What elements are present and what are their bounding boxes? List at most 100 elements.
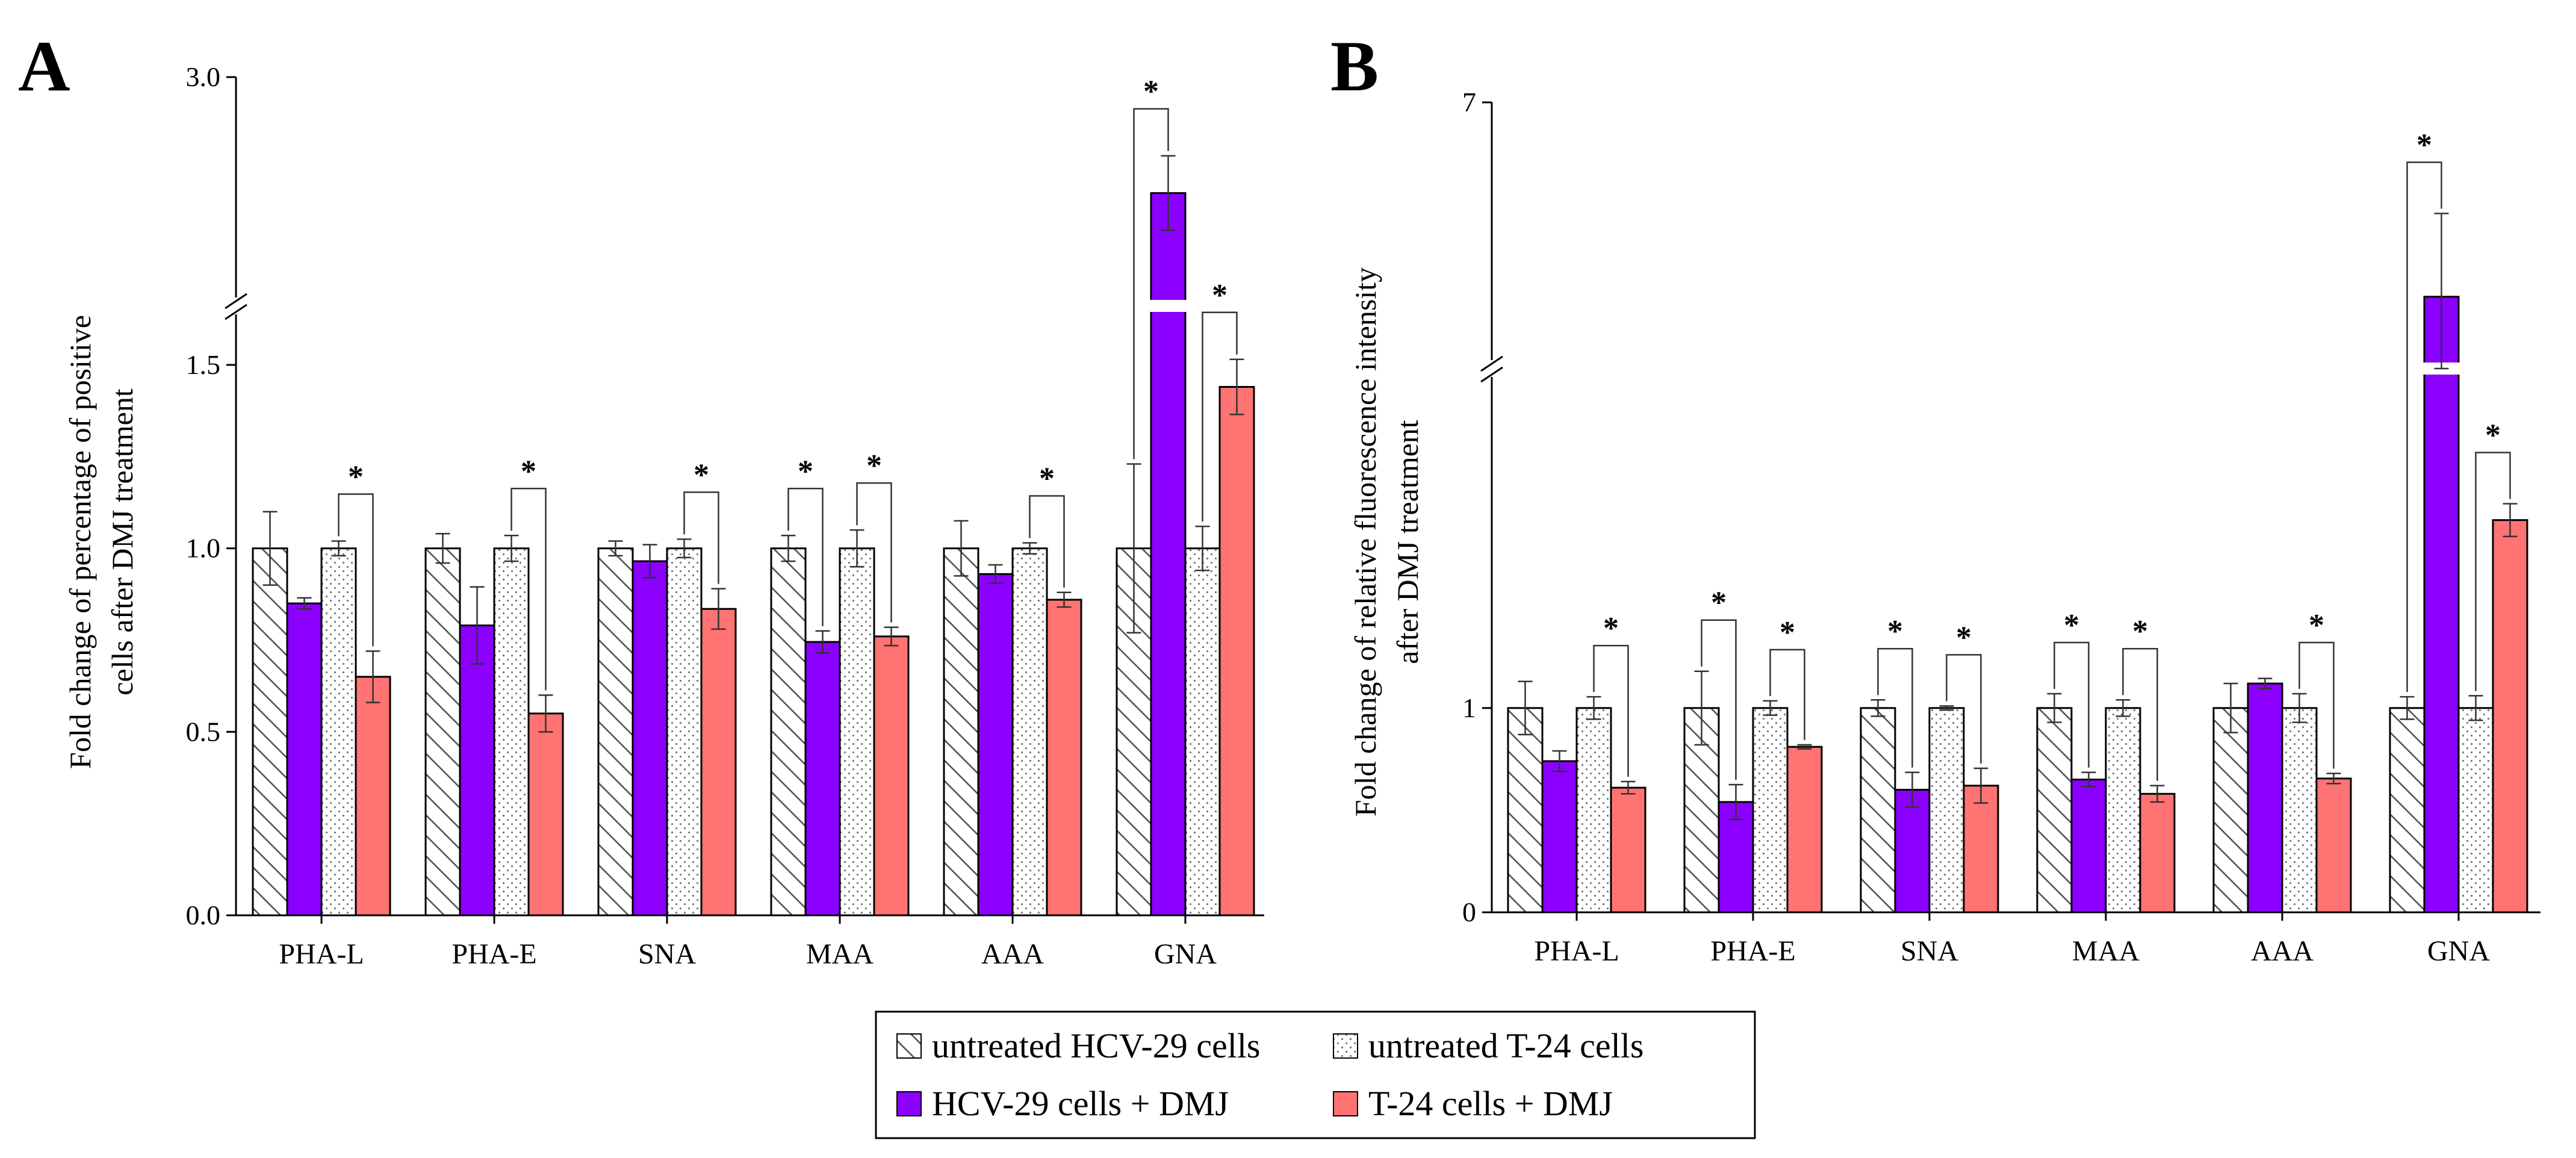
panel-a-category-label: MAA: [806, 938, 874, 970]
panel-b-significance-star: *: [1887, 614, 1903, 649]
panel-a-y-axis-break-mark: [225, 293, 247, 310]
panel-b-bar-untreated-t24-pha-l: [1575, 707, 1612, 914]
panel-b-plot: PHA-L * PHA-E * * SNA * * MAA * * AAA * GNA * * 0 1 7: [1462, 87, 2540, 967]
legend-swatch-untreated-hcv: [896, 1033, 922, 1059]
panel-a-y-tick-label: 0.5: [186, 716, 221, 747]
panel-b-category-label: MAA: [2072, 935, 2140, 967]
panel-b-bar-untreated-hcv-pha-l: [1507, 707, 1544, 914]
panel-a-significance-star: *: [521, 454, 536, 488]
panel-a-category-label: GNA: [1154, 938, 1217, 970]
panel-b-significance-star: *: [2309, 608, 2324, 643]
panel-a-y-axis-break-mark: [225, 304, 247, 320]
panel-b-significance-bracket: [2053, 641, 2090, 768]
panel-a-significance-bracket: [856, 482, 892, 623]
panel-a-significance-bracket: [683, 491, 719, 584]
panel-a-significance-star: *: [866, 449, 882, 483]
panel-b-y-axis-break-mark: [1480, 355, 1503, 372]
panel-b-category-label: SNA: [1901, 935, 1958, 967]
legend-label-hcv-dmj: HCV-29 cells + DMJ: [932, 1084, 1229, 1123]
panel-a-y-tick-label: 1.0: [186, 533, 221, 564]
panel-b-y-axis-break-mark: [1480, 366, 1503, 383]
panel-b-bar-untreated-hcv-gna: [2389, 707, 2425, 914]
panel-a-ylabel-line1: Fold change of percentage of positive: [63, 315, 97, 769]
panel-b-category-label: AAA: [2251, 935, 2314, 967]
panel-a-y-tick-label: 3.0: [186, 61, 221, 92]
panel-b-significance-star: *: [1603, 611, 1619, 646]
panel-a-bar-untreated-t24-sna: [666, 547, 703, 917]
panel-a-significance-bracket: [1133, 108, 1169, 459]
panel-b-significance-star: *: [2064, 608, 2079, 643]
panel-a-category-label: PHA-L: [279, 938, 364, 970]
panel-a: A Fold change of percentage of positive …: [18, 26, 1264, 970]
panel-a-ylabel-line2: cells after DMJ treatment: [105, 388, 139, 696]
panel-b-bar-hcv-dmj-maa: [2070, 779, 2107, 914]
panel-b-significance-bracket: [1946, 654, 1982, 764]
panel-b-significance-star: *: [1780, 615, 1795, 650]
panel-b-significance-bracket: [2475, 452, 2511, 691]
panel-a-bar-untreated-hcv-pha-l: [252, 547, 288, 917]
panel-a-category-label: PHA-E: [452, 938, 536, 970]
panel-b-significance-bracket: [2298, 641, 2335, 769]
panel-b-y-tick-label: 1: [1462, 693, 1476, 723]
panel-a-bar-untreated-hcv-pha-e: [424, 547, 461, 917]
panel-b-bar-t24-dmj-pha-e: [1786, 746, 1823, 914]
panel-b-bar-t24-dmj-pha-l: [1610, 786, 1646, 914]
panel-a-bar-untreated-hcv-aaa: [943, 547, 979, 917]
panel-a-significance-star: *: [1212, 278, 1227, 313]
panel-a-bar-t24-dmj-sna: [700, 608, 737, 917]
panel-b-ylabel-line2: after DMJ treatment: [1391, 420, 1424, 664]
panel-b-y-tick-label: 7: [1462, 87, 1476, 117]
panel-a-label: A: [18, 26, 70, 106]
panel-a-bar-t24-dmj-gna: [1218, 386, 1255, 917]
panel-a-bar-untreated-t24-pha-e: [493, 547, 530, 917]
panel-b-significance-bracket: [1877, 647, 1913, 768]
legend-label-untreated-t24: untreated T-24 cells: [1368, 1026, 1643, 1065]
panel-a-bar-hcv-dmj-maa: [804, 641, 841, 917]
panel-a-bar-hcv-dmj-pha-l: [286, 602, 323, 917]
panel-a-bar-untreated-t24-maa: [839, 547, 875, 917]
panel-a-significance-bracket: [511, 488, 547, 691]
panel-b-bar-untreated-hcv-maa: [2036, 707, 2073, 914]
legend-swatch-t24-dmj: [1333, 1091, 1358, 1116]
panel-a-bar-break-hcv-dmj-gna: [1149, 300, 1188, 312]
panel-b-ylabel-line1: Fold change of relative fluorescence int…: [1349, 267, 1382, 817]
panel-a-bar-t24-dmj-pha-l: [355, 676, 391, 917]
panel-b-bar-untreated-t24-aaa: [2281, 707, 2318, 914]
panel-a-bar-untreated-t24-pha-l: [320, 547, 357, 917]
panel-a-bar-hcv-dmj-pha-e: [459, 624, 495, 917]
panel-b-label: B: [1330, 26, 1379, 106]
panel-b-significance-bracket: [2406, 161, 2442, 693]
panel-a-category-label: AAA: [981, 938, 1044, 970]
panel-b-bar-untreated-t24-pha-e: [1752, 707, 1789, 914]
panel-a-bar-untreated-t24-aaa: [1011, 547, 1048, 917]
panel-a-bar-untreated-t24-gna: [1184, 547, 1221, 917]
panel-b-category-label: GNA: [2427, 935, 2490, 967]
legend-label-untreated-hcv: untreated HCV-29 cells: [932, 1026, 1261, 1065]
legend-swatch-untreated-t24: [1333, 1033, 1358, 1059]
panel-a-y-tick-label: 0.0: [186, 900, 221, 930]
panel-a-significance-star: *: [694, 458, 709, 492]
panel-b-bar-hcv-dmj-pha-l: [1541, 760, 1578, 914]
panel-b-bar-t24-dmj-maa: [2139, 792, 2176, 914]
panel-a-category-label: SNA: [638, 938, 696, 970]
panel-a-bar-hcv-dmj-sna: [632, 560, 668, 917]
panel-b-bar-untreated-t24-gna: [2457, 707, 2494, 914]
panel-a-significance-bracket: [1029, 495, 1065, 588]
panel-a-bar-t24-dmj-aaa: [1046, 599, 1082, 917]
panel-a-bar-t24-dmj-maa: [873, 635, 910, 917]
panel-b-significance-star: *: [2416, 128, 2432, 162]
panel-b-bar-t24-dmj-aaa: [2315, 777, 2352, 914]
panel-b-significance-bracket: [1769, 649, 1805, 740]
panel-b-category-label: PHA-E: [1710, 935, 1795, 967]
panel-b-bar-untreated-hcv-aaa: [2212, 707, 2249, 914]
panel-b-significance-bracket: [1701, 619, 1737, 780]
panel-a-significance-bracket: [1202, 311, 1238, 522]
panel-b-significance-star: *: [1711, 586, 1727, 620]
panel-b-category-label: PHA-L: [1534, 935, 1619, 967]
panel-b-bar-t24-dmj-sna: [1963, 785, 1999, 914]
panel-b-significance-star: *: [2132, 614, 2148, 649]
legend: untreated HCV-29 cells untreated T-24 ce…: [875, 1010, 1756, 1139]
panel-b-bar-hcv-dmj-aaa: [2247, 682, 2283, 914]
panel-b-significance-star: *: [1956, 620, 1972, 655]
